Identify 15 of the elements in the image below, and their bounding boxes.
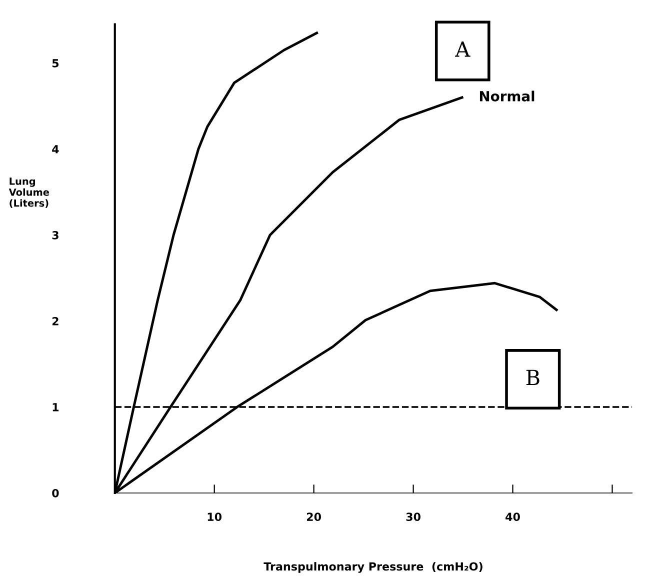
x-tick-label: 40	[506, 512, 520, 522]
y-tick-label: 1	[52, 403, 59, 412]
y-tick-label: 2	[52, 316, 58, 326]
y-axis-title: Lung Volume (Liters)	[8, 178, 50, 208]
series-label: Normal	[480, 90, 534, 102]
x-tick-label: 30	[406, 512, 420, 522]
y-tick-label: 0	[52, 488, 59, 498]
y-tick-label: 3	[52, 230, 58, 240]
text: A	[454, 42, 470, 57]
x-tick-label: 10	[208, 512, 222, 522]
x-axis-title: Transpulmonary Pressure (cmH₂O)	[264, 562, 482, 573]
x-tick-label: 20	[306, 512, 322, 522]
text: B	[526, 370, 540, 386]
y-tick-label: 5	[52, 59, 59, 68]
y-tick-label: 4	[52, 145, 59, 154]
